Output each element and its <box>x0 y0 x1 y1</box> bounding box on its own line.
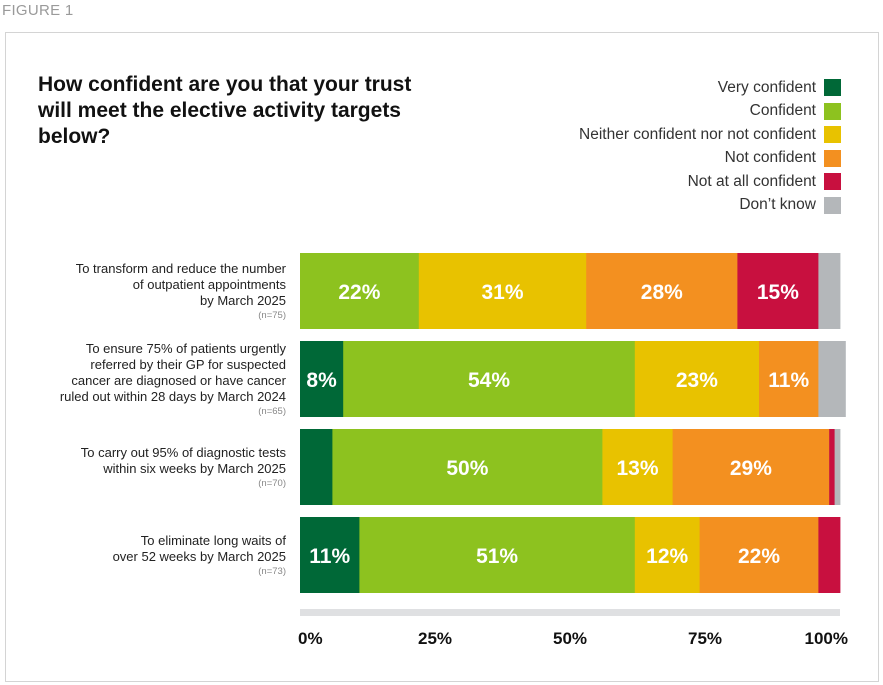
x-axis-track <box>300 609 840 616</box>
x-tick-label: 100% <box>805 629 848 648</box>
bar-data-label: 8% <box>306 369 337 392</box>
row-label: To transform and reduce the number of out… <box>30 261 286 322</box>
row-sample-size: (n=73) <box>258 565 286 577</box>
bar-segment <box>818 341 846 417</box>
chart-title: How confident are you that your trust wi… <box>38 73 412 148</box>
row-sample-size: (n=65) <box>258 405 286 417</box>
row-label-line: of outpatient appointments <box>132 276 286 292</box>
legend-label: Confident <box>749 102 816 120</box>
bar-segment <box>759 341 819 417</box>
row-label-line: To carry out 95% of diagnostic tests <box>80 444 286 460</box>
row-label-line: ruled out within 28 days by March 2024 <box>59 388 286 404</box>
figure-label: FIGURE 1 <box>2 2 74 19</box>
bar-segment <box>737 253 819 329</box>
legend-item: Confident <box>579 100 841 124</box>
bar-segment <box>818 253 841 329</box>
bar-data-label: 29% <box>730 457 772 480</box>
bar-data-label: 22% <box>738 545 780 568</box>
bar-data-label: 54% <box>468 369 510 392</box>
x-tick-label: 50% <box>553 629 587 648</box>
row-label-line: cancer are diagnosed or have cancer <box>71 372 286 388</box>
bar-segment <box>359 517 636 593</box>
row-sample-size: (n=75) <box>258 309 286 321</box>
legend-item: Not confident <box>579 147 841 171</box>
chart-legend: Very confident Confident Neither confident… <box>579 76 841 217</box>
bar-segment <box>818 517 841 593</box>
bar-data-label: 13% <box>616 457 658 480</box>
legend-item: Neither confident nor not confident <box>579 123 841 147</box>
row-label-line: To ensure 75% of patients urgently <box>85 340 286 356</box>
bar-data-label: 22% <box>338 281 380 304</box>
legend-swatch <box>824 102 841 120</box>
bar-segment <box>699 517 819 593</box>
bar-data-label: 51% <box>476 545 518 568</box>
bar-segment <box>300 429 333 505</box>
bar-segment <box>672 429 830 505</box>
x-tick-label: 0% <box>298 629 323 648</box>
row-label-line: To transform and reduce the number <box>75 260 286 276</box>
bar-data-label: 23% <box>676 369 718 392</box>
bar-segment <box>586 253 738 329</box>
bar-segment <box>343 341 636 417</box>
bar-segment <box>829 429 835 505</box>
bar-segment <box>300 253 420 329</box>
x-tick-label: 75% <box>688 629 722 648</box>
legend-swatch <box>824 149 841 167</box>
legend-label: Very confident <box>717 78 816 96</box>
legend-label: Not at all confident <box>687 172 816 190</box>
row-label-line: referred by their GP for suspected <box>90 356 286 372</box>
figure-panel <box>5 32 879 682</box>
bar-data-label: 11% <box>309 545 350 568</box>
row-label: To ensure 75% of patients urgently referr… <box>30 341 286 418</box>
row-label-line: over 52 weeks by March 2025 <box>112 548 286 564</box>
legend-label: Don’t know <box>739 196 816 214</box>
bar-segment <box>834 429 841 505</box>
legend-label: Not confident <box>724 149 816 167</box>
bar-segment <box>634 341 760 417</box>
x-tick-label: 25% <box>418 629 452 648</box>
row-label-line: by March 2025 <box>200 292 286 308</box>
bar-segment <box>634 517 700 593</box>
bar-data-label: 11% <box>768 369 809 392</box>
row-label: To carry out 95% of diagnostic tests with… <box>30 445 286 490</box>
bar-data-label: 31% <box>481 281 523 304</box>
row-label-line: within six weeks by March 2025 <box>103 460 286 476</box>
bar-segment <box>332 429 603 505</box>
legend-item: Very confident <box>579 76 841 100</box>
bar-segment <box>602 429 673 505</box>
legend-swatch <box>824 173 841 191</box>
row-label: To eliminate long waits of over 52 weeks … <box>30 533 286 578</box>
bar-segment <box>300 341 344 417</box>
bar-segment <box>300 517 360 593</box>
legend-swatch <box>824 79 841 97</box>
legend-swatch <box>824 126 841 144</box>
legend-item: Don’t know <box>579 194 841 218</box>
legend-swatch <box>824 196 841 214</box>
legend-label: Neither confident nor not confident <box>579 125 816 143</box>
bar-data-label: 15% <box>757 281 799 304</box>
bar-data-label: 28% <box>641 281 683 304</box>
legend-item: Not at all confident <box>579 170 841 194</box>
row-label-line: To eliminate long waits of <box>140 532 286 548</box>
bar-segment <box>418 253 587 329</box>
bar-data-label: 12% <box>646 545 688 568</box>
row-sample-size: (n=70) <box>258 477 286 489</box>
bar-data-label: 50% <box>446 457 488 480</box>
